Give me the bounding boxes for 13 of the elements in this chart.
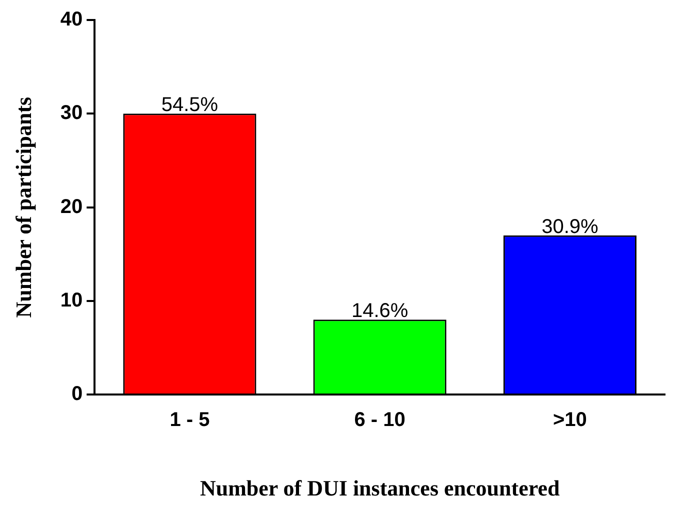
y-tick-label: 20 bbox=[60, 196, 83, 218]
y-tick-label: 0 bbox=[72, 383, 83, 406]
y-axis-title: Number of participants bbox=[10, 96, 36, 318]
x-tick-label: 1 - 5 bbox=[170, 409, 210, 432]
x-tick-label: 6 - 10 bbox=[354, 409, 406, 432]
annotation: 14.6% bbox=[351, 300, 408, 322]
annotation: 30.9% bbox=[542, 216, 599, 238]
y-tick-label: 40 bbox=[60, 8, 83, 31]
y-tick-label: 10 bbox=[60, 289, 83, 312]
annotation: 54.5% bbox=[161, 94, 218, 116]
y-tick-label: 30 bbox=[60, 102, 83, 124]
x-axis-title: Number of DUI instances encountered bbox=[200, 475, 560, 500]
x-tick-label: >10 bbox=[552, 409, 587, 432]
